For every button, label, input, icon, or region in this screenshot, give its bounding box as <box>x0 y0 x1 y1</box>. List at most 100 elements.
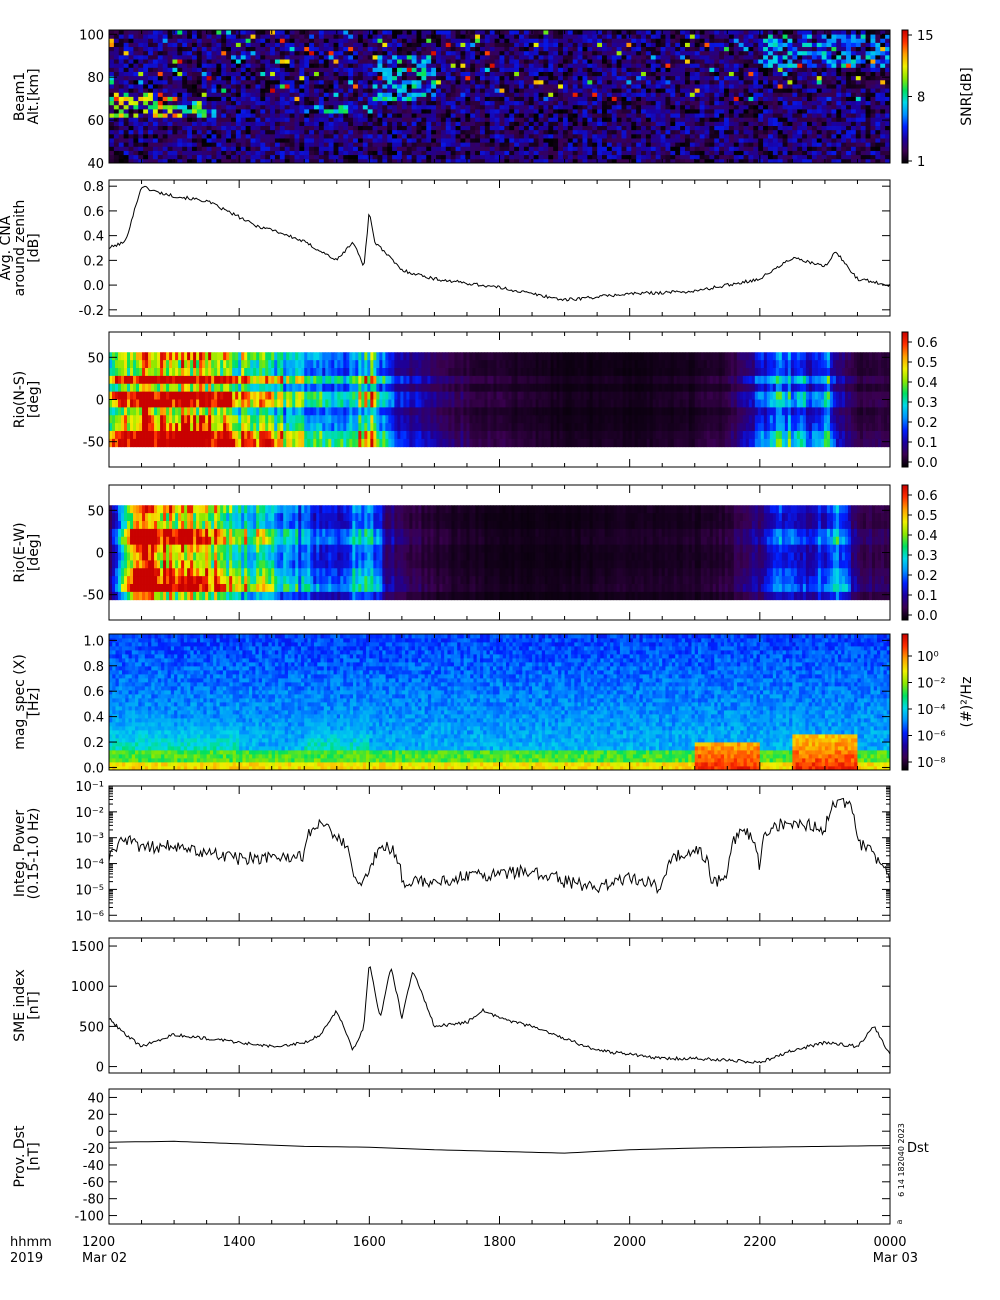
snr-cell <box>597 59 603 64</box>
snr-cell <box>128 34 134 39</box>
snr-cell <box>182 108 188 114</box>
snr-cell <box>148 121 154 126</box>
snr-cell <box>577 150 583 156</box>
snr-cell <box>811 59 818 64</box>
snr-cell <box>216 63 222 68</box>
snr-cell <box>387 84 393 89</box>
snr-cell <box>684 158 691 164</box>
snr-cell <box>602 63 608 68</box>
snr-cell <box>538 67 544 72</box>
snr-cell <box>724 104 730 110</box>
snr-cell <box>631 121 637 126</box>
snr-cell <box>118 84 125 89</box>
snr-cell <box>841 158 847 164</box>
snr-cell <box>704 54 710 60</box>
snr-cell <box>221 50 227 56</box>
snr-cell <box>821 138 827 143</box>
snr-cell <box>514 30 520 35</box>
snr-cell <box>841 34 847 39</box>
snr-cell <box>572 34 578 39</box>
snr-cell <box>592 34 598 39</box>
snr-cell <box>602 113 608 118</box>
snr-cell <box>392 84 398 89</box>
snr-cell <box>694 67 701 72</box>
snr-cell <box>128 71 134 77</box>
snr-cell <box>445 154 452 160</box>
snr-cell <box>392 34 398 39</box>
snr-cell <box>196 67 203 72</box>
snr-cell <box>650 75 657 81</box>
snr-cell <box>816 121 823 126</box>
snr-cell <box>758 121 764 126</box>
snr-cell <box>123 30 129 35</box>
snr-cell <box>143 150 149 156</box>
snr-cell <box>182 63 188 68</box>
snr-cell <box>763 100 769 106</box>
snr-cell <box>152 34 159 39</box>
snr-cell <box>504 50 510 56</box>
snr-cell <box>567 100 574 106</box>
snr-cell <box>772 79 779 85</box>
snr-cell <box>401 38 408 43</box>
snr-cell <box>187 67 193 72</box>
snr-cell <box>323 150 330 156</box>
snr-cell <box>577 104 583 110</box>
snr-cell <box>650 146 657 151</box>
snr-cell <box>670 42 676 48</box>
snr-cell <box>572 63 578 68</box>
snr-cell <box>587 108 593 114</box>
snr-cell <box>445 129 452 135</box>
snr-cell <box>416 100 422 106</box>
snr-cell <box>367 67 373 72</box>
snr-cell <box>538 50 544 56</box>
snr-cell <box>807 50 813 56</box>
snr-cell <box>811 79 818 85</box>
snr-cell <box>597 38 603 43</box>
snr-cell <box>611 129 618 135</box>
snr-cell <box>592 71 598 77</box>
snr-cell <box>753 138 759 143</box>
snr-cell <box>206 75 212 81</box>
snr-cell <box>196 129 203 135</box>
snr-cell <box>523 108 530 114</box>
snr-cell <box>811 96 818 102</box>
snr-cell <box>782 117 788 122</box>
snr-cell <box>592 92 598 97</box>
snr-cell <box>431 63 437 68</box>
snr-cell <box>777 38 784 43</box>
snr-cell <box>665 75 671 81</box>
snr-cell <box>641 63 647 68</box>
snr-cell <box>611 125 618 131</box>
snr-cell <box>645 100 652 106</box>
snr-cell <box>582 96 588 102</box>
snr-cell <box>684 38 691 43</box>
snr-cell <box>323 125 330 131</box>
snr-cell <box>231 158 237 164</box>
snr-cell <box>323 38 330 43</box>
snr-cell <box>504 75 510 81</box>
snr-cell <box>582 108 588 114</box>
snr-cell <box>240 67 247 72</box>
snr-cell <box>314 108 320 114</box>
snr-cell <box>650 50 657 56</box>
snr-cell <box>143 34 149 39</box>
snr-cell <box>411 88 417 93</box>
snr-cell <box>357 146 364 151</box>
snr-cell <box>494 63 500 68</box>
snr-cell <box>562 30 569 35</box>
snr-cell <box>514 38 520 43</box>
snr-cell <box>123 100 129 106</box>
snr-cell <box>855 71 862 77</box>
snr-cell <box>362 92 369 97</box>
snr-cell <box>382 117 388 122</box>
snr-cell <box>577 108 583 114</box>
snr-cell <box>152 150 159 156</box>
snr-cell <box>562 42 569 48</box>
snr-cell <box>777 104 784 110</box>
snr-cell <box>577 75 583 81</box>
snr-cell <box>846 104 852 110</box>
snr-cell <box>421 63 427 68</box>
snr-cell <box>279 67 286 72</box>
snr-cell <box>177 50 183 56</box>
snr-cell <box>387 75 393 81</box>
